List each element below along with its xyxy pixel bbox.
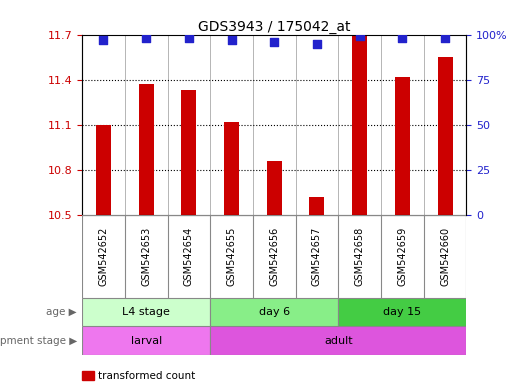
Point (270, 39, 279, 45)
Text: day 6: day 6 (259, 307, 290, 317)
Text: day 15: day 15 (383, 307, 421, 317)
Text: transformed count: transformed count (98, 371, 195, 381)
Point (99, 37, 108, 43)
Bar (210, 298, 338, 326)
Point (356, 33, 364, 40)
Bar (139, 84, 154, 215)
Bar (395, 77, 410, 215)
Text: larval: larval (130, 336, 162, 346)
Bar (352, 35, 367, 215)
Text: GSM542658: GSM542658 (355, 227, 365, 286)
Point (398, 35, 407, 41)
Text: GSM542657: GSM542657 (312, 227, 322, 286)
Bar (310, 197, 324, 215)
Text: GSM542659: GSM542659 (398, 227, 408, 286)
Point (441, 35, 449, 41)
Bar (210, 326, 466, 355)
Text: adult: adult (324, 336, 352, 346)
Bar (224, 122, 239, 215)
Text: GSM542652: GSM542652 (99, 227, 109, 286)
Text: GSM542655: GSM542655 (227, 227, 236, 286)
Title: GDS3943 / 175042_at: GDS3943 / 175042_at (198, 20, 350, 33)
Bar (181, 90, 196, 215)
Text: GSM542660: GSM542660 (440, 227, 450, 286)
Point (227, 37, 236, 43)
Bar (82, 298, 210, 326)
Bar (438, 57, 453, 215)
Text: GSM542656: GSM542656 (269, 227, 279, 286)
Text: L4 stage: L4 stage (122, 307, 170, 317)
Bar (96, 125, 111, 215)
Text: age ▶: age ▶ (46, 307, 77, 317)
Text: GSM542653: GSM542653 (141, 227, 151, 286)
Point (184, 35, 193, 41)
Bar (82, 326, 210, 355)
Point (142, 35, 151, 41)
Text: GSM542654: GSM542654 (184, 227, 194, 286)
Bar (338, 298, 466, 326)
Text: development stage ▶: development stage ▶ (0, 336, 77, 346)
Point (313, 41, 321, 47)
Bar (267, 161, 282, 215)
